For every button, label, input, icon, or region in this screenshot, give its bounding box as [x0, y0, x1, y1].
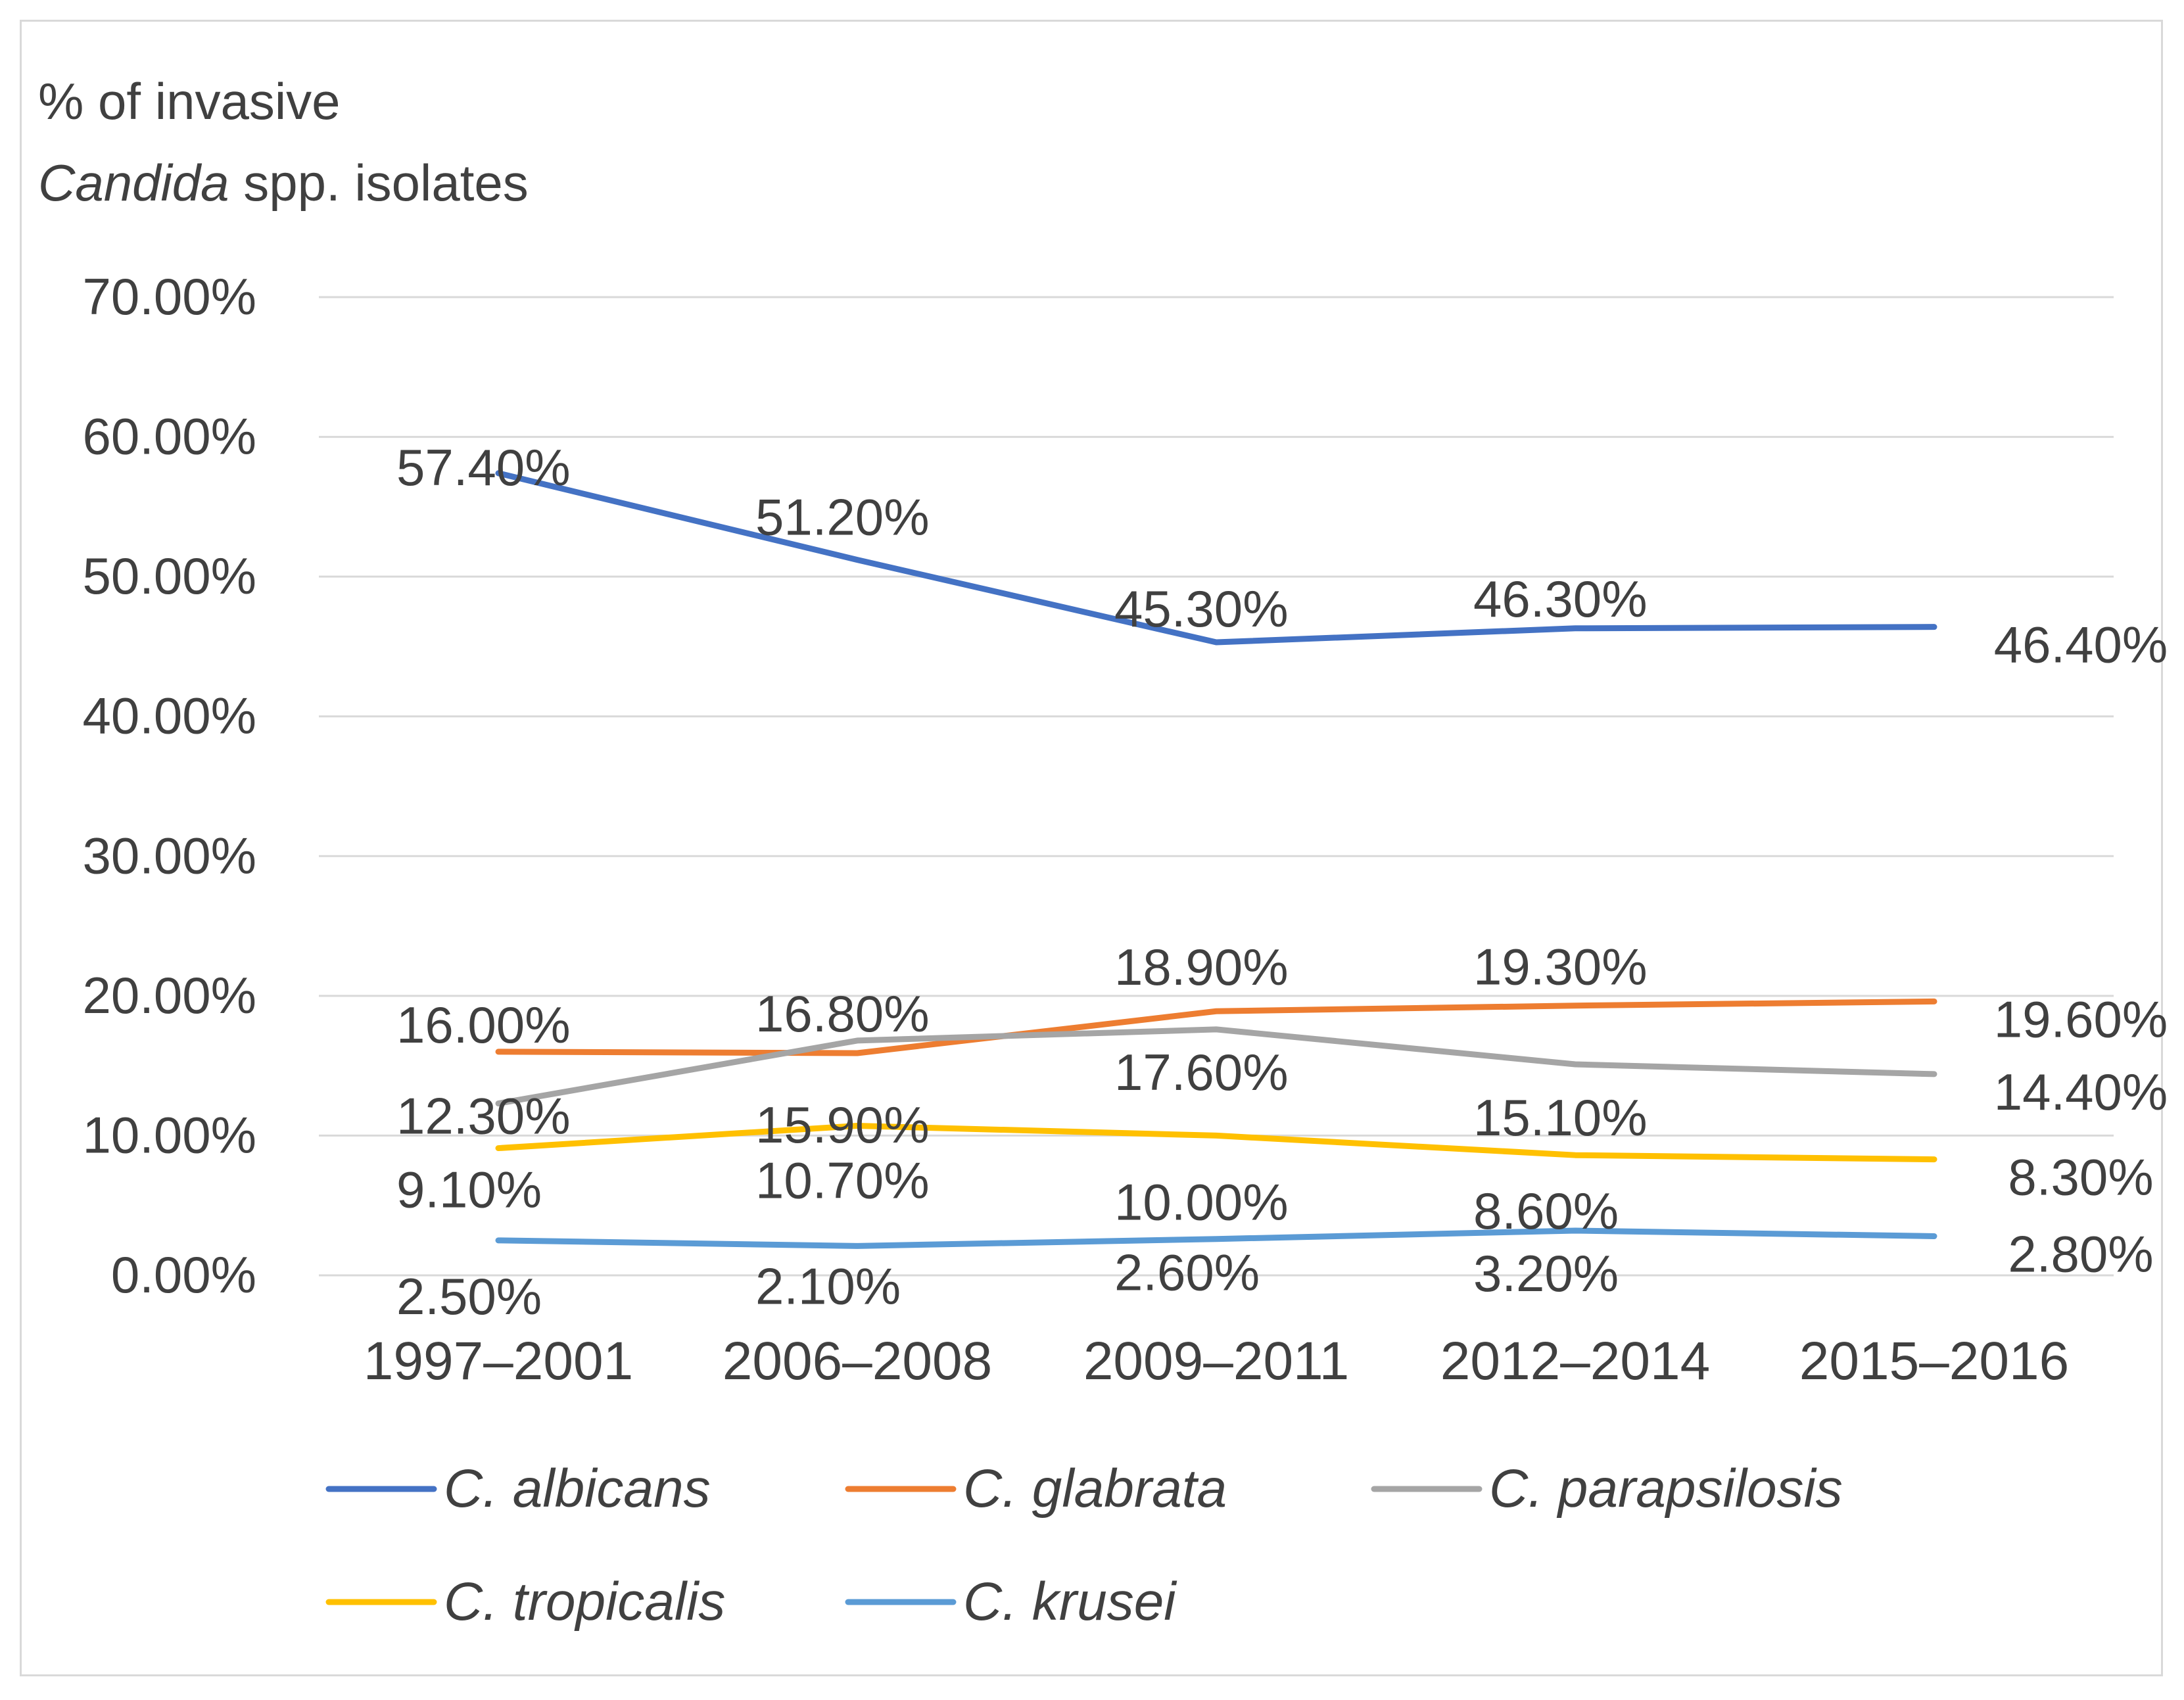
data-label: 46.40%: [1994, 616, 2168, 674]
legend-label: C. krusei: [963, 1572, 1177, 1632]
x-tick-label: 2006–2008: [723, 1331, 992, 1391]
y-axis-title-line2: Candida spp. isolates: [38, 142, 529, 224]
data-label: 46.30%: [1473, 570, 1648, 628]
legend-label: C. glabrata: [963, 1459, 1227, 1519]
x-tick-label: 2012–2014: [1440, 1331, 1710, 1391]
data-label: 19.60%: [1994, 990, 2168, 1048]
data-label: 14.40%: [1994, 1063, 2168, 1121]
y-tick-label: 20.00%: [82, 966, 256, 1024]
legend-label: C. albicans: [444, 1459, 711, 1519]
data-label: 16.80%: [755, 985, 930, 1043]
data-label: 15.10%: [1473, 1089, 1648, 1146]
data-label: 19.30%: [1473, 938, 1648, 996]
data-label: 9.10%: [396, 1161, 542, 1219]
y-axis-title: % of invasive Candida spp. isolates: [38, 60, 529, 224]
x-tick-label: 2015–2016: [1799, 1331, 2069, 1391]
series-line-calbicans: [495, 470, 1937, 646]
legend-label: C. tropicalis: [444, 1572, 725, 1632]
legend-label: C. parapsilosis: [1489, 1459, 1843, 1519]
y-tick-label: 60.00%: [82, 408, 256, 465]
data-label: 45.30%: [1114, 580, 1289, 638]
data-label: 2.80%: [2008, 1225, 2153, 1283]
data-label: 8.30%: [2008, 1148, 2153, 1206]
data-label: 15.90%: [755, 1096, 930, 1154]
data-label: 18.90%: [1114, 938, 1289, 996]
data-label: 51.20%: [755, 488, 930, 546]
series-line-cglabrata: [495, 998, 1937, 1056]
data-label: 57.40%: [396, 438, 571, 496]
y-tick-label: 40.00%: [82, 687, 256, 745]
data-label: 8.60%: [1473, 1182, 1619, 1240]
data-label: 12.30%: [396, 1087, 571, 1145]
y-tick-label: 30.00%: [82, 826, 256, 884]
data-label: 2.50%: [396, 1267, 542, 1325]
y-tick-label: 50.00%: [82, 547, 256, 605]
y-axis-title-rest: spp. isolates: [229, 154, 529, 212]
series-line-cparapsilosis: [495, 1026, 1937, 1107]
y-axis-title-genus: Candida: [38, 154, 229, 212]
data-label: 17.60%: [1114, 1043, 1289, 1101]
data-label: 16.00%: [396, 996, 571, 1054]
series-line-ckrusei: [495, 1227, 1937, 1249]
data-label: 10.70%: [755, 1152, 930, 1210]
x-tick-label: 2009–2011: [1083, 1331, 1349, 1391]
y-tick-label: 10.00%: [82, 1106, 256, 1164]
data-label: 3.20%: [1473, 1244, 1619, 1302]
data-label: 10.00%: [1114, 1173, 1289, 1231]
y-axis-title-line1: % of invasive: [38, 72, 341, 130]
data-label: 2.60%: [1114, 1244, 1260, 1302]
x-tick-label: 1997–2001: [364, 1331, 633, 1391]
series-line-ctropicalis: [495, 1123, 1937, 1163]
chart-frame: [20, 20, 2163, 1676]
y-tick-label: 70.00%: [82, 268, 256, 325]
y-tick-label: 0.00%: [111, 1246, 256, 1304]
data-label: 2.10%: [755, 1257, 901, 1315]
